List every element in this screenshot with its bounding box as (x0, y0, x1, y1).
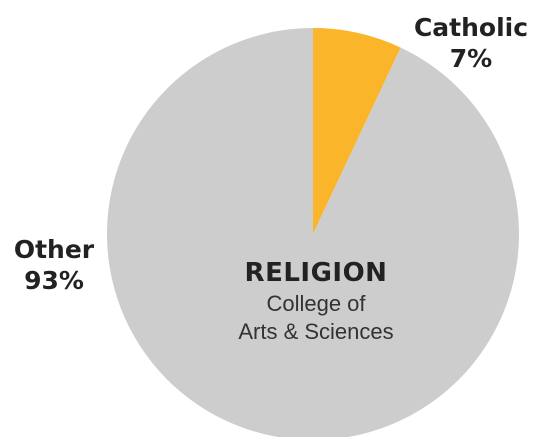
chart-subtitle-line-2: Arts & Sciences (238, 319, 394, 344)
chart-subtitle-line-1: College of (266, 291, 366, 316)
pie-slice-other (106, 28, 519, 437)
slice-percent-catholic: 7% (449, 44, 493, 73)
chart-center-text: RELIGION College of Arts & Sciences (186, 256, 446, 346)
slice-name-other: Other (13, 235, 95, 264)
slice-label-catholic: Catholic 7% (408, 12, 534, 74)
pie-slice-catholic (313, 28, 401, 234)
slice-name-catholic: Catholic (413, 13, 529, 42)
slice-label-other: Other 93% (4, 234, 104, 296)
chart-title: RELIGION (244, 258, 388, 288)
slice-percent-other: 93% (24, 266, 84, 295)
